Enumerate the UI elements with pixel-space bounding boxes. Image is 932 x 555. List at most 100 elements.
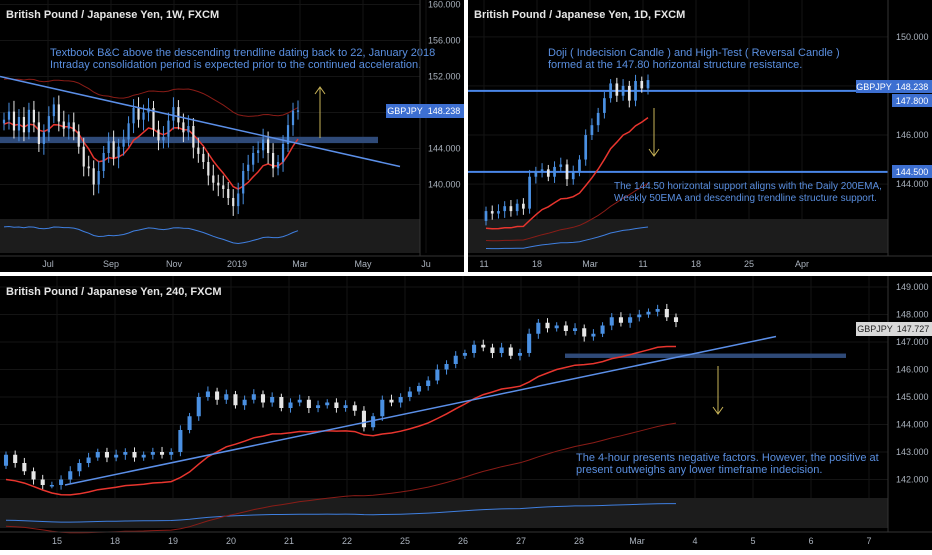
candle (227, 181, 230, 206)
annotation-top-line-2: formed at the 147.80 horizontal structur… (548, 59, 802, 71)
svg-text:GBPJPY: GBPJPY (856, 82, 892, 92)
candle (59, 475, 64, 490)
candle (361, 406, 366, 432)
symbol-tag: GBPJPY (856, 322, 894, 336)
candle (177, 100, 180, 130)
candle (17, 109, 21, 142)
candle (95, 448, 100, 461)
candle (47, 106, 50, 142)
candle (291, 102, 295, 136)
support-zone (565, 353, 846, 358)
candle (197, 137, 200, 163)
y-tick-label: 148.000 (896, 310, 929, 320)
candle (162, 126, 165, 149)
candle (196, 392, 201, 421)
candle (123, 448, 128, 460)
candle (7, 102, 11, 130)
x-tick-label: 18 (532, 259, 542, 269)
candle (262, 128, 265, 159)
x-tick-label: Nov (166, 259, 183, 269)
candle (257, 141, 260, 163)
candle (481, 339, 486, 352)
candle (178, 425, 183, 457)
candle (97, 161, 100, 194)
candle (37, 111, 40, 152)
h4-chart-panel[interactable]: British Pound / Japanese Yen, 240, FXCM … (0, 276, 932, 550)
candle (618, 312, 623, 327)
candle (453, 351, 458, 369)
annotation-line-1: The 4-hour presents negative factors. Ho… (576, 452, 879, 464)
candle (247, 154, 250, 180)
candle (104, 447, 109, 463)
x-tick-label: 18 (691, 259, 701, 269)
candle (578, 155, 581, 177)
svg-text:147.800: 147.800 (896, 96, 929, 106)
candle (371, 412, 376, 431)
oscillator-pane (0, 219, 420, 253)
candle (490, 343, 495, 359)
oscillator-line (3, 225, 299, 245)
x-tick-label: Jul (42, 259, 54, 269)
x-tick-label: 28 (574, 536, 584, 546)
daily-chart-panel[interactable]: British Pound / Japanese Yen, 1D, FXCM D… (468, 0, 932, 272)
candle (212, 164, 215, 191)
y-tick-label: 143.000 (896, 447, 929, 457)
candle (609, 313, 614, 331)
candle (62, 110, 65, 137)
y-tick-label: 152.000 (428, 72, 461, 82)
weekly-chart-panel[interactable]: British Pound / Japanese Yen, 1W, FXCM T… (0, 0, 464, 272)
candle (490, 205, 494, 220)
y-tick-label: 140.000 (428, 180, 461, 190)
candle (540, 163, 544, 178)
annotation-bottom-line-2: Weekly 50EMA and descending trendline st… (614, 193, 877, 204)
candle (288, 398, 293, 413)
chart-title: British Pound / Japanese Yen, 1W, FXCM (6, 9, 219, 21)
candle (77, 459, 82, 477)
chart-title: British Pound / Japanese Yen, 240, FXCM (6, 286, 222, 298)
x-tick-label: 11 (479, 259, 488, 269)
candle (573, 323, 578, 335)
candle (192, 118, 195, 159)
support-zone (0, 136, 378, 144)
x-tick-label: Sep (103, 259, 119, 269)
candle (72, 112, 75, 141)
daily-chart[interactable]: British Pound / Japanese Yen, 1D, FXCM D… (468, 0, 932, 272)
candle (628, 313, 633, 328)
candle (215, 387, 220, 405)
candle (664, 303, 669, 321)
candle (279, 393, 284, 412)
y-tick-label: 144.000 (896, 420, 929, 430)
x-tick-label: 21 (284, 536, 294, 546)
ascending-trendline[interactable] (64, 335, 777, 486)
candle (545, 318, 550, 333)
last-price-tag: 148.238 (892, 80, 932, 93)
candle (207, 153, 210, 186)
weekly-chart[interactable]: British Pound / Japanese Yen, 1W, FXCM T… (0, 0, 464, 272)
candle (553, 161, 556, 183)
h4-chart[interactable]: British Pound / Japanese Yen, 240, FXCM … (0, 276, 932, 550)
candle (389, 394, 394, 407)
candle (260, 390, 266, 408)
descending-trendline[interactable] (0, 75, 401, 168)
candle (67, 114, 70, 140)
y-tick-label: 160.000 (428, 0, 461, 10)
candle (582, 324, 587, 342)
candle (27, 102, 31, 140)
candle (655, 304, 660, 317)
x-tick-label: Mar (629, 536, 645, 546)
candle (325, 399, 330, 409)
candle (380, 395, 385, 421)
svg-text:GBPJPY: GBPJPY (387, 106, 423, 116)
candle (603, 91, 606, 119)
candle (42, 124, 45, 155)
y-tick-label: 150.000 (896, 32, 929, 42)
candle (584, 129, 588, 166)
candle (565, 159, 569, 186)
last-price-tag: 147.727 (894, 322, 932, 336)
candle (472, 340, 477, 358)
ema-fast-line (5, 345, 676, 496)
oscillator-line (485, 226, 649, 250)
oscillator-pane (0, 498, 888, 528)
candle (122, 129, 125, 156)
candle (52, 97, 55, 124)
